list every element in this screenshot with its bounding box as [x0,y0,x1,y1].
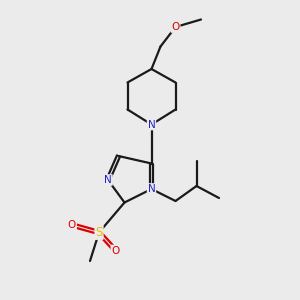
Text: O: O [111,245,120,256]
Text: O: O [68,220,76,230]
Text: N: N [148,119,155,130]
Text: N: N [148,184,155,194]
Text: S: S [95,226,103,239]
Text: N: N [104,175,112,185]
Text: O: O [171,22,180,32]
